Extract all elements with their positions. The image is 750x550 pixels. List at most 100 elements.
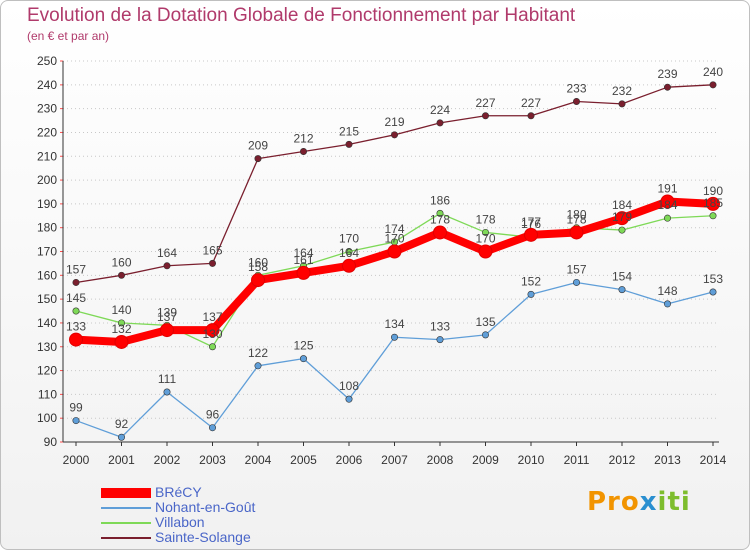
point-sainte-solange: [163, 262, 171, 270]
data-label-sainte-solange: 160: [111, 255, 131, 269]
data-label-br-cy: 137: [202, 310, 222, 324]
point-nohant-en-go-t: [527, 290, 535, 298]
data-label-nohant-en-go-t: 111: [158, 372, 177, 386]
y-tick-label: 250: [37, 54, 57, 68]
data-label-br-cy: 161: [293, 253, 313, 267]
data-label-br-cy: 190: [703, 184, 723, 198]
data-label-sainte-solange: 215: [339, 124, 359, 138]
data-label-villabon: 185: [703, 196, 723, 210]
data-label-br-cy: 178: [430, 212, 450, 226]
point-nohant-en-go-t: [299, 355, 307, 363]
point-br-cy: [478, 244, 493, 259]
point-nohant-en-go-t: [481, 331, 489, 339]
point-sainte-solange: [436, 119, 444, 127]
x-tick-label: 2003: [199, 453, 226, 467]
point-villabon: [118, 319, 126, 327]
point-nohant-en-go-t: [572, 278, 580, 286]
legend-item-sainte-solange: Sainte-Solange: [101, 530, 255, 545]
y-tick-labels: 90 100 110 120 130 140 150 160 170 180 190 200 210 22…: [37, 54, 57, 449]
data-label-villabon: 164: [293, 246, 313, 260]
point-br-cy: [569, 225, 584, 240]
point-sainte-solange: [209, 259, 217, 267]
data-label-sainte-solange: 227: [521, 96, 541, 110]
data-label-br-cy: 137: [157, 310, 177, 324]
data-label-nohant-en-go-t: 96: [206, 408, 220, 422]
point-villabon: [709, 212, 717, 220]
y-tick-label: 100: [37, 411, 57, 425]
x-tick-label: 2010: [518, 453, 545, 467]
x-tick-label: 2000: [63, 453, 90, 467]
y-tick-label: 160: [37, 268, 57, 282]
y-tick-label: 180: [37, 221, 57, 235]
point-sainte-solange: [572, 97, 580, 105]
x-tick-label: 2008: [427, 453, 454, 467]
data-label-nohant-en-go-t: 108: [339, 379, 359, 393]
legend-item-nohant: Nohant-en-Goût: [101, 500, 255, 515]
point-nohant-en-go-t: [390, 333, 398, 341]
data-label-villabon: 174: [384, 222, 404, 236]
data-label-villabon: 180: [566, 208, 586, 222]
point-sainte-solange: [390, 131, 398, 139]
point-br-cy: [433, 225, 447, 240]
data-label-nohant-en-go-t: 135: [475, 315, 495, 329]
data-label-br-cy: 178: [566, 212, 586, 226]
y-tick-label: 90: [44, 435, 58, 449]
point-nohant-en-go-t: [345, 395, 353, 403]
data-label-sainte-solange: 240: [703, 65, 723, 79]
data-label-br-cy: 170: [384, 232, 404, 246]
y-tick-label: 110: [38, 387, 57, 401]
data-label-nohant-en-go-t: 157: [566, 262, 586, 276]
x-tick-label: 2004: [245, 453, 272, 467]
y-tick-label: 150: [37, 292, 57, 306]
y-tick-label: 140: [37, 316, 57, 330]
point-nohant-en-go-t: [72, 417, 80, 425]
data-label-sainte-solange: 219: [384, 115, 404, 129]
data-label-br-cy: 158: [248, 260, 268, 274]
y-tick-label: 130: [37, 340, 57, 354]
point-sainte-solange: [345, 140, 353, 148]
x-tick-label: 2011: [564, 453, 590, 467]
data-label-sainte-solange: 212: [293, 131, 313, 145]
y-tick-label: 220: [37, 125, 57, 139]
x-tick-label: 2005: [290, 453, 317, 467]
data-label-br-cy: 132: [111, 322, 131, 336]
data-label-villabon: 178: [475, 212, 495, 226]
y-tick-label: 120: [37, 364, 57, 378]
point-br-cy: [342, 258, 356, 273]
data-label-sainte-solange: 165: [202, 243, 222, 257]
data-label-br-cy: 170: [475, 232, 495, 246]
data-label-br-cy: 191: [657, 181, 677, 195]
legend-swatch-brecy: [101, 488, 151, 499]
data-label-sainte-solange: 209: [248, 139, 268, 153]
legend-swatch-nohant: [101, 507, 151, 510]
data-labels: 157 160 164 165 209 212 215 219 224 227 227 233 232 2…: [66, 65, 723, 431]
point-villabon: [436, 209, 444, 217]
point-br-cy: [160, 323, 174, 338]
chart-title: Evolution de la Dotation Globale de Fonc…: [27, 5, 576, 26]
y-tick-label: 170: [37, 245, 57, 259]
legend-label-villabon: Villabon: [155, 514, 205, 530]
point-br-cy: [205, 323, 220, 338]
data-label-sainte-solange: 232: [612, 84, 632, 98]
point-sainte-solange: [299, 147, 307, 155]
data-label-villabon: 179: [612, 210, 632, 224]
legend-item-villabon: Villabon: [101, 515, 255, 530]
y-tick-label: 240: [37, 78, 57, 92]
data-label-villabon: 184: [657, 198, 677, 212]
data-label-nohant-en-go-t: 133: [430, 320, 450, 334]
data-label-sainte-solange: 227: [475, 96, 495, 110]
data-label-sainte-solange: 164: [157, 246, 177, 260]
data-label-br-cy: 184: [612, 198, 632, 212]
point-villabon: [618, 226, 626, 234]
point-sainte-solange: [618, 100, 626, 108]
data-label-br-cy: 177: [521, 215, 541, 229]
point-sainte-solange: [527, 112, 535, 120]
x-tick-label: 2012: [609, 453, 636, 467]
data-label-villabon: 170: [339, 232, 359, 246]
point-sainte-solange: [663, 83, 671, 91]
x-tick-label: 2014: [700, 453, 727, 467]
point-nohant-en-go-t: [436, 336, 444, 344]
point-br-cy: [615, 211, 629, 226]
x-tick-labels: 2000 2001 2002 2003 2004 2005 2006 2007 2008 2009…: [63, 453, 727, 467]
x-tick-label: 2006: [336, 453, 363, 467]
